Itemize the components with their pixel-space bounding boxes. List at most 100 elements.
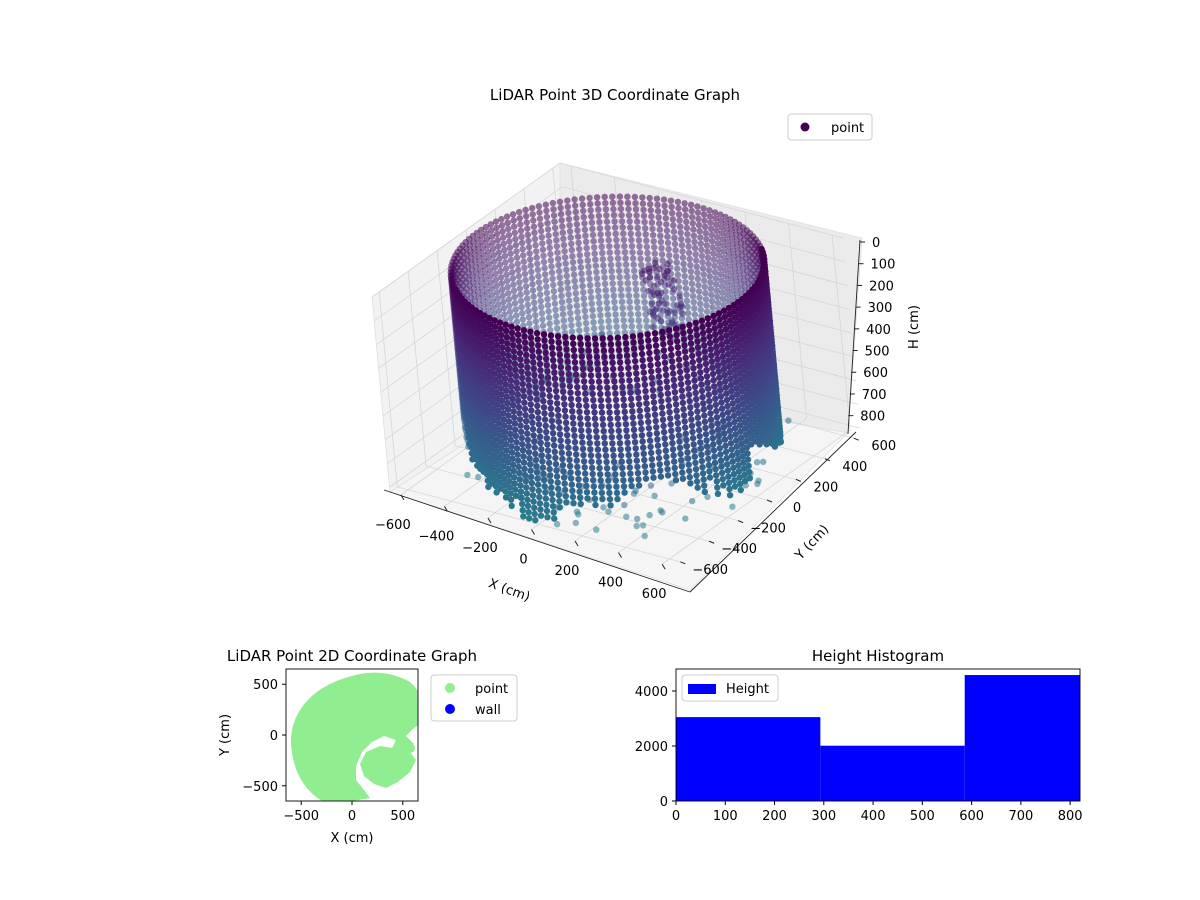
cloud-point bbox=[666, 327, 673, 334]
cloud-point bbox=[522, 471, 529, 479]
cloud-point bbox=[555, 261, 562, 269]
cloud-point bbox=[608, 353, 616, 360]
cloud-point bbox=[717, 217, 725, 224]
cloud-point bbox=[722, 273, 730, 280]
cloud-point bbox=[515, 337, 522, 345]
cloud-point bbox=[721, 307, 728, 314]
cloud-point bbox=[541, 483, 548, 490]
cloud-point bbox=[489, 239, 496, 247]
cloud-point bbox=[645, 288, 652, 295]
cloud-point bbox=[691, 238, 698, 246]
cloud-point bbox=[554, 325, 561, 332]
cloud-point bbox=[726, 492, 734, 499]
cloud-point bbox=[687, 268, 695, 275]
cloud-point bbox=[630, 261, 637, 268]
cloud-point bbox=[640, 369, 647, 376]
cloud-point bbox=[488, 285, 495, 293]
cloud-point bbox=[722, 319, 729, 327]
cloud-point bbox=[633, 522, 640, 530]
cloud-point bbox=[669, 439, 676, 447]
cloud-point bbox=[650, 238, 657, 245]
cloud-point bbox=[662, 365, 669, 373]
cloud-point bbox=[503, 453, 511, 460]
cloud-point bbox=[743, 444, 751, 451]
cloud-point bbox=[516, 410, 523, 417]
cloud-point bbox=[586, 282, 594, 289]
cloud-point bbox=[493, 224, 500, 231]
cloud-point bbox=[619, 224, 626, 231]
cloud-point bbox=[578, 270, 585, 277]
cloud-point bbox=[681, 272, 688, 280]
cloud-point bbox=[735, 357, 743, 364]
cloud-point bbox=[615, 421, 622, 428]
cloud-point bbox=[573, 508, 581, 515]
cloud-point bbox=[648, 449, 655, 457]
cloud-point bbox=[557, 204, 564, 212]
cloud-point bbox=[638, 350, 646, 358]
cloud-point bbox=[614, 329, 621, 337]
grid-line bbox=[436, 250, 739, 522]
cloud-point bbox=[560, 241, 568, 249]
cloud-point bbox=[698, 246, 705, 253]
cloud-point bbox=[579, 365, 587, 373]
cloud-point bbox=[593, 434, 600, 441]
cloud-point bbox=[689, 497, 696, 505]
cloud-point bbox=[683, 297, 691, 305]
cloud-point bbox=[687, 261, 694, 269]
cloud-point bbox=[491, 258, 498, 265]
cloud-point bbox=[659, 328, 666, 336]
cloud-point bbox=[624, 199, 632, 207]
cloud-point bbox=[542, 495, 549, 502]
y-tick-label-3d: −400 bbox=[721, 542, 757, 557]
cloud-point bbox=[500, 298, 507, 306]
cloud-point bbox=[664, 472, 672, 479]
cloud-point bbox=[544, 447, 552, 454]
cloud-point bbox=[663, 371, 670, 379]
cloud-point bbox=[626, 464, 633, 471]
cloud-point bbox=[599, 421, 607, 429]
cloud-point bbox=[530, 498, 537, 505]
cloud-point bbox=[503, 213, 511, 220]
cloud-point bbox=[503, 393, 510, 400]
cloud-point bbox=[519, 441, 526, 448]
cloud-point bbox=[543, 501, 550, 508]
cloud-point bbox=[511, 414, 518, 421]
cloud-point bbox=[714, 426, 722, 433]
cloud-point bbox=[612, 390, 619, 397]
cloud-point bbox=[658, 251, 666, 258]
cloud-point bbox=[723, 338, 731, 345]
cloud-point bbox=[547, 250, 554, 258]
x-tick-label-3d: −200 bbox=[462, 541, 498, 556]
cloud-point bbox=[624, 273, 631, 281]
cloud-point bbox=[608, 347, 615, 354]
cloud-point bbox=[521, 264, 528, 271]
cloud-point bbox=[620, 236, 628, 244]
cloud-point bbox=[576, 327, 583, 334]
cloud-point bbox=[662, 447, 669, 454]
cloud-point bbox=[522, 411, 529, 419]
cloud-point bbox=[698, 381, 705, 388]
cloud-point bbox=[568, 481, 575, 488]
cloud-point bbox=[578, 195, 586, 202]
cloud-point bbox=[566, 462, 574, 470]
cloud-point bbox=[730, 301, 737, 309]
cloud-point bbox=[508, 323, 515, 330]
cloud-point bbox=[506, 308, 514, 315]
cloud-point bbox=[611, 218, 618, 225]
cloud-point bbox=[696, 228, 703, 235]
cloud-point bbox=[577, 421, 584, 428]
cloud-point bbox=[580, 295, 587, 302]
cloud-point bbox=[714, 293, 721, 300]
cloud-point bbox=[736, 416, 743, 423]
cloud-point bbox=[626, 218, 633, 225]
cloud-point bbox=[618, 298, 626, 305]
cloud-point bbox=[520, 252, 527, 259]
cloud-point bbox=[631, 432, 638, 440]
cloud-point bbox=[576, 252, 583, 259]
z-tick-label-3d: 0 bbox=[872, 236, 880, 251]
cloud-point bbox=[491, 370, 498, 377]
cloud-point bbox=[504, 399, 511, 407]
cloud-point bbox=[664, 233, 671, 240]
cloud-point bbox=[537, 367, 544, 374]
chart-histogram: Height Histogram 0 100 200 300 400 500 600 700 8… bbox=[635, 647, 1083, 824]
